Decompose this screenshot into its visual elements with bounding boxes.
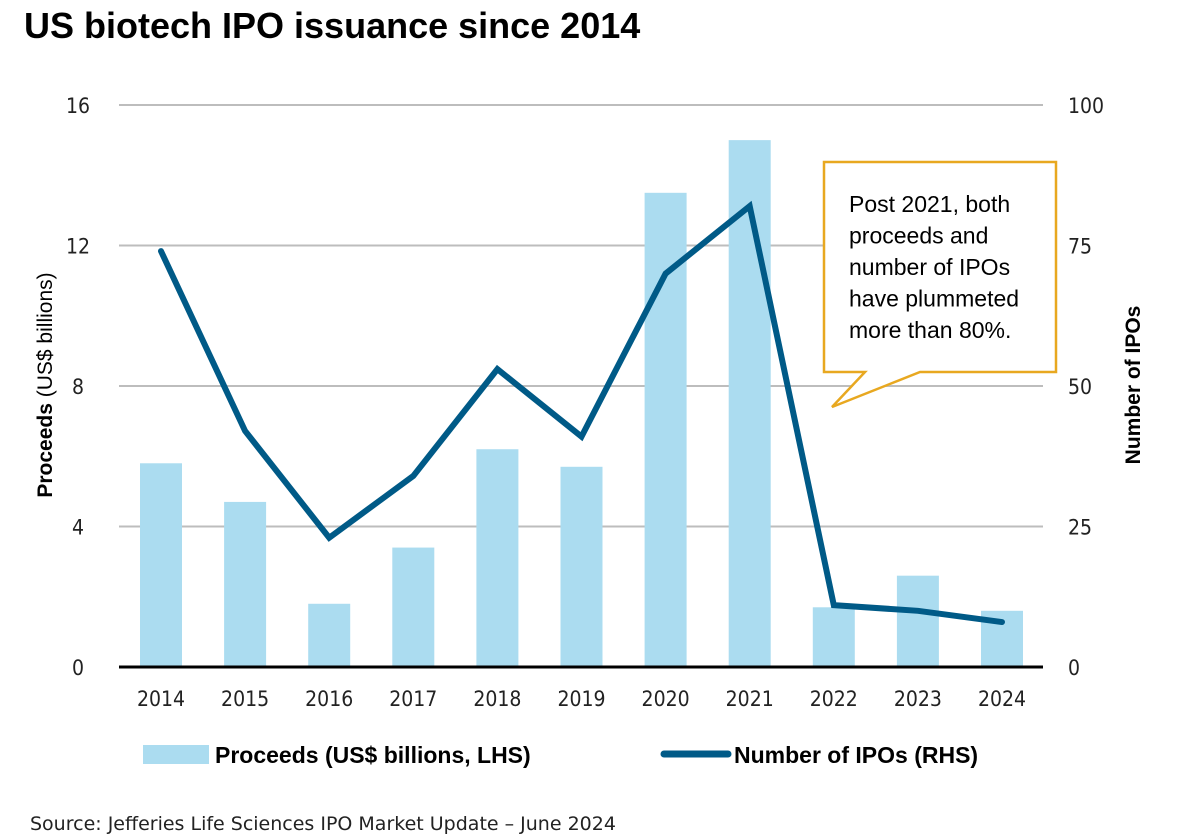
left-tick-label: 4: [72, 516, 84, 540]
right-tick-label: 25: [1068, 516, 1092, 540]
x-tick-label: 2022: [810, 687, 858, 711]
bar-2016: [308, 603, 351, 667]
bar-series: [140, 140, 1023, 667]
x-tick-label: 2021: [726, 687, 774, 711]
left-axis-title-unit: (US$ billions): [34, 272, 57, 403]
left-tick-label: 8: [72, 375, 84, 399]
legend-swatch-proceeds: [143, 745, 209, 764]
callout-line: have plummeted: [849, 286, 1019, 312]
right-tick-label: 0: [1068, 656, 1080, 680]
x-tick-label: 2015: [221, 687, 269, 711]
line-series: [158, 200, 1005, 626]
callout-bubble: [822, 160, 1058, 409]
bar-2019: [560, 466, 603, 667]
callout-line: number of IPOs: [849, 254, 1010, 280]
left-tick-label: 12: [66, 235, 90, 259]
bar-2022: [812, 607, 855, 667]
callout-line: more than 80%.: [849, 317, 1011, 343]
left-axis-ticks: 0 4 8 12 16: [66, 94, 90, 680]
right-axis-ticks: 0 25 50 75 100: [1068, 94, 1104, 680]
chart-title: US biotech IPO issuance since 2014: [24, 5, 640, 46]
bar-2017: [392, 547, 435, 667]
x-tick-label: 2014: [137, 687, 185, 711]
right-tick-label: 75: [1068, 235, 1092, 259]
left-tick-label: 16: [66, 94, 90, 118]
x-axis-ticks: 2014 2015 2016 2017 2018 2019 2020 2021 2022 2023…: [137, 687, 1026, 711]
left-tick-label: 0: [72, 656, 84, 680]
x-tick-label: 2016: [305, 687, 353, 711]
callout-line: Post 2021, both: [849, 191, 1010, 217]
x-tick-label: 2020: [642, 687, 690, 711]
x-tick-label: 2018: [473, 687, 521, 711]
right-tick-label: 50: [1068, 375, 1092, 399]
left-axis-title: Proceeds (US$ billions): [34, 272, 57, 497]
bar-2023: [896, 575, 939, 667]
legend: Proceeds (US$ billions, LHS) Number of I…: [143, 742, 978, 768]
bar-2021: [728, 140, 771, 667]
x-tick-label: 2017: [389, 687, 437, 711]
callout-line: proceeds and: [849, 223, 988, 249]
x-tick-label: 2019: [557, 687, 605, 711]
right-axis-title: Number of IPOs: [1122, 306, 1145, 465]
bar-2018: [476, 449, 519, 667]
bar-2015: [224, 501, 267, 667]
bar-2014: [140, 463, 182, 667]
annotation-callout: Post 2021, both proceeds and number of IPO…: [822, 160, 1058, 409]
callout-text: Post 2021, both proceeds and number of IPO…: [849, 191, 1019, 343]
left-axis-title-bold: Proceeds: [34, 403, 57, 498]
right-tick-label: 100: [1068, 94, 1104, 118]
legend-label-ipos: Number of IPOs (RHS): [734, 742, 978, 768]
source-note: Source: Jefferies Life Sciences IPO Mark…: [30, 813, 616, 835]
x-tick-label: 2024: [978, 687, 1026, 711]
legend-label-proceeds: Proceeds (US$ billions, LHS): [215, 742, 531, 768]
x-tick-label: 2023: [894, 687, 942, 711]
